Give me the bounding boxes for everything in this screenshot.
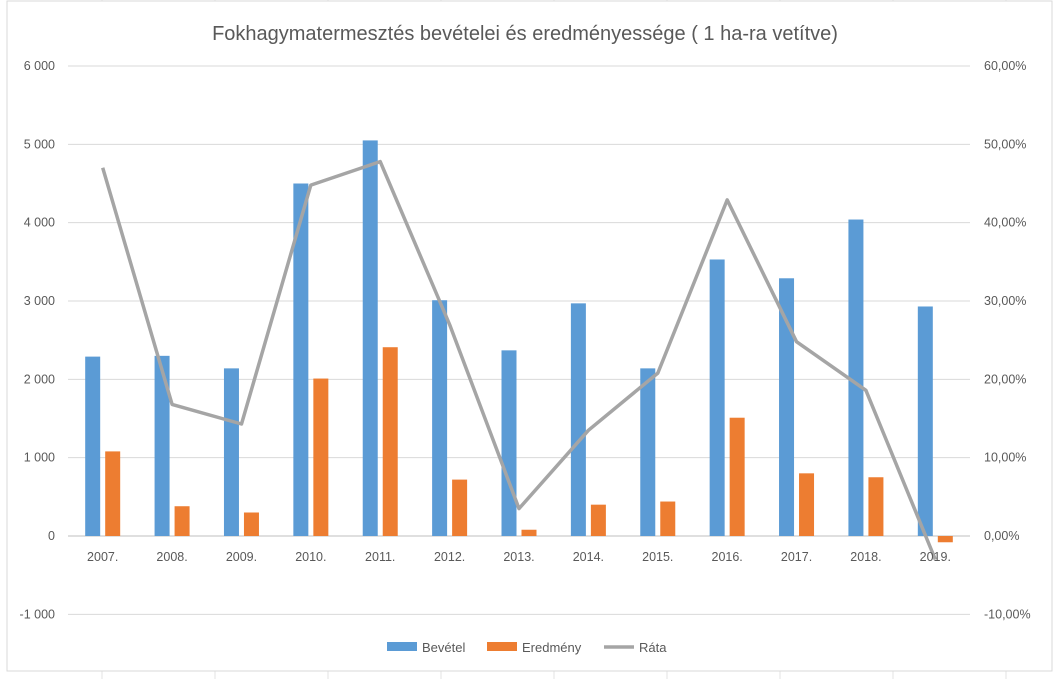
x-tick-label: 2019. [920, 550, 951, 564]
x-tick-label: 2008. [156, 550, 187, 564]
bar-bevétel [779, 278, 795, 536]
legend-label: Bevétel [422, 640, 465, 655]
bar-bevétel [293, 183, 309, 536]
bar-bevétel [154, 355, 170, 536]
y-left-tick-label: 2 000 [24, 372, 55, 386]
bars [85, 140, 953, 543]
rate-line-group [101, 159, 937, 561]
bar-eredmény [313, 378, 329, 536]
y-left-tick-label: 5 000 [24, 137, 55, 151]
y-left-tick-label: 1 000 [24, 451, 55, 465]
bar-eredmény [660, 501, 676, 536]
x-tick-label: 2016. [712, 550, 743, 564]
bar-eredmény [590, 504, 606, 536]
y-left-tick-label: 4 000 [24, 216, 55, 230]
x-tick-label: 2009. [226, 550, 257, 564]
bar-bevétel [85, 356, 101, 536]
bar-bevétel [640, 368, 656, 536]
chart-title: Fokhagymatermesztés bevételei és eredmén… [212, 23, 838, 45]
legend-label: Eredmény [522, 640, 582, 655]
bar-eredmény [799, 473, 815, 536]
chart-area [6, 0, 1053, 672]
bar-eredmény [382, 347, 398, 536]
y-right-tick-label: 20,00% [984, 372, 1026, 386]
x-tick-label: 2017. [781, 550, 812, 564]
bar-bevétel [848, 219, 864, 537]
bar-eredmény [521, 529, 537, 536]
y-right-tick-label: 0,00% [984, 529, 1019, 543]
bar-eredmény [243, 512, 259, 536]
x-tick-label: 2018. [850, 550, 881, 564]
y-left-tick-label: -1 000 [20, 607, 55, 621]
y-right-tick-label: 40,00% [984, 216, 1026, 230]
x-tick-label: 2014. [573, 550, 604, 564]
legend: Bevétel Eredmény Ráta [387, 640, 667, 655]
bar-eredmény [174, 506, 190, 536]
bar-eredmény [937, 536, 953, 543]
bar-bevétel [432, 300, 448, 536]
x-tick-label: 2012. [434, 550, 465, 564]
axis-labels: -1 000 -10,00% 0 0,00% 1 000 10,00% 2 000 20,00… [20, 59, 1031, 621]
y-right-tick-label: 10,00% [984, 451, 1026, 465]
y-right-tick-label: -10,00% [984, 607, 1031, 621]
legend-swatch-bevétel [387, 642, 417, 651]
bar-eredmény [105, 451, 121, 536]
legend-label: Ráta [639, 640, 667, 655]
y-right-tick-label: 30,00% [984, 294, 1026, 308]
bar-bevétel [570, 303, 586, 536]
rate-line [101, 159, 937, 561]
y-right-tick-label: 50,00% [984, 137, 1026, 151]
x-tick-label: 2015. [642, 550, 673, 564]
bar-bevétel [362, 140, 378, 536]
y-left-tick-label: 0 [48, 529, 55, 543]
bar-eredmény [729, 417, 745, 536]
bar-eredmény [868, 477, 884, 536]
y-left-tick-label: 6 000 [24, 59, 55, 73]
y-right-tick-label: 60,00% [984, 59, 1026, 73]
bar-eredmény [452, 479, 468, 536]
bar-bevétel [917, 306, 933, 536]
bar-bevétel [223, 368, 239, 536]
x-tick-label: 2007. [87, 550, 118, 564]
x-tick-label: 2010. [295, 550, 326, 564]
x-tick-label: 2011. [365, 550, 395, 564]
bar-bevétel [501, 350, 517, 536]
legend-swatch-eredmény [487, 642, 517, 651]
x-tick-label: 2013. [503, 550, 534, 564]
y-left-tick-label: 3 000 [24, 294, 55, 308]
gridlines [68, 65, 970, 615]
bar-bevétel [709, 259, 725, 536]
